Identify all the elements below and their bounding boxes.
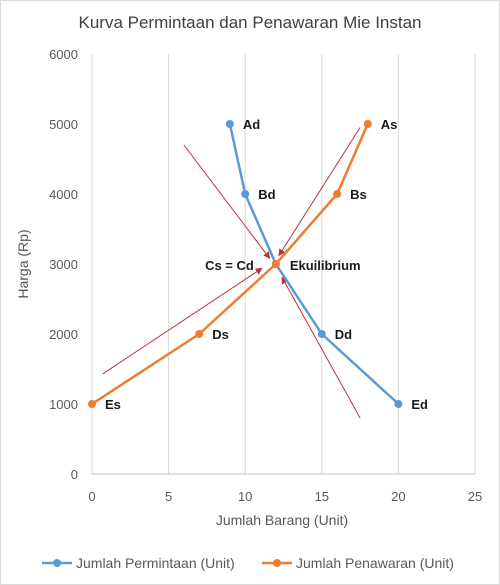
data-point [333, 190, 342, 198]
series-group: Ad Bd Dd Ed Es Ds Bs As [88, 117, 428, 412]
annotation-arrow [281, 276, 361, 419]
x-tick-label: 5 [165, 489, 172, 504]
x-tick-label: 15 [315, 489, 329, 504]
annotation-arrows [102, 127, 361, 419]
y-tick-label: 3000 [49, 257, 78, 272]
annotation-cs-cd: Cs = Cd [205, 258, 254, 273]
data-label: Ad [243, 117, 260, 132]
y-tick-label: 1000 [49, 397, 78, 412]
data-label: Bs [350, 187, 367, 202]
x-axis-label: Jumlah Barang (Unit) [216, 512, 348, 528]
y-tick-label: 5000 [49, 117, 78, 132]
data-point [271, 260, 280, 268]
legend-marker-1 [53, 559, 61, 567]
data-point [363, 120, 372, 128]
annotation-arrow [183, 144, 271, 259]
data-label: Es [105, 397, 121, 412]
y-axis-label: Harga (Rp) [15, 229, 31, 298]
x-tick-label: 25 [468, 489, 482, 504]
chart-title: Kurva Permintaan dan Penawaran Mie Insta… [78, 13, 421, 32]
legend-marker-2 [273, 559, 281, 567]
x-tick-label: 10 [238, 489, 252, 504]
data-point [225, 120, 234, 128]
x-tick-label: 20 [391, 489, 405, 504]
annotations: Cs = Cd Ekuilibrium [205, 258, 361, 273]
data-label: Dd [335, 327, 352, 342]
x-axis-ticks: 0 5 10 15 20 25 [88, 489, 482, 504]
x-tick-label: 0 [88, 489, 95, 504]
annotation-arrow [102, 267, 263, 375]
data-point [394, 400, 403, 408]
legend: Jumlah Permintaan (Unit) Jumlah Penawaran… [42, 555, 454, 571]
legend-label-2: Jumlah Penawaran (Unit) [296, 555, 454, 571]
y-tick-label: 0 [71, 467, 78, 482]
data-label: Ed [411, 397, 428, 412]
annotation-equilibrium: Ekuilibrium [290, 258, 361, 273]
data-label: Bd [258, 187, 275, 202]
annotation-arrow [278, 127, 361, 257]
legend-label-1: Jumlah Permintaan (Unit) [76, 555, 235, 571]
data-point [241, 190, 250, 198]
y-tick-label: 6000 [49, 47, 78, 62]
data-label: Ds [212, 327, 229, 342]
data-point [317, 330, 326, 338]
y-tick-label: 4000 [49, 187, 78, 202]
y-tick-label: 2000 [49, 327, 78, 342]
data-point [195, 330, 204, 338]
data-point [88, 400, 96, 408]
data-label: As [381, 117, 398, 132]
y-axis-ticks: 0 1000 2000 3000 4000 5000 6000 [49, 47, 78, 482]
